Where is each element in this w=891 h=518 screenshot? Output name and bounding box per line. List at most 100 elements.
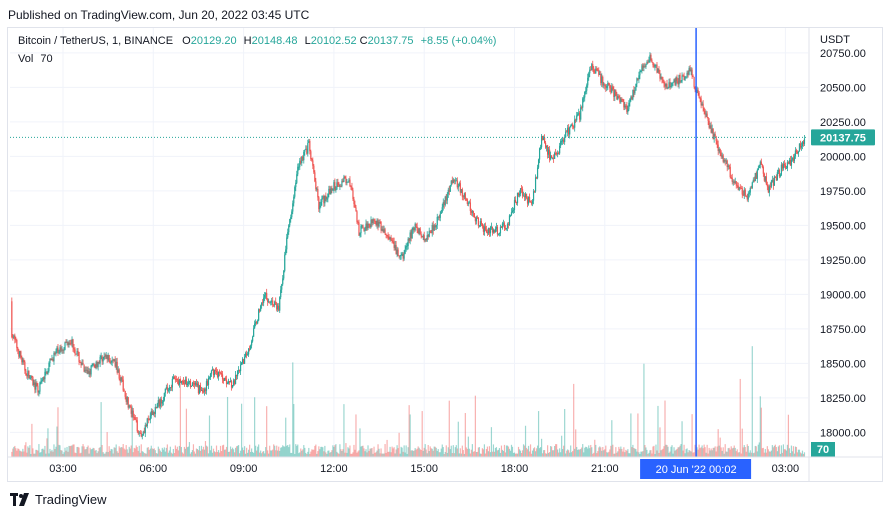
volume-bar — [198, 445, 201, 457]
y-tick-label: 18500.00 — [820, 358, 866, 370]
candle-body — [738, 187, 740, 190]
volume-bar — [739, 378, 741, 457]
candle-body — [340, 186, 342, 188]
volume-bar — [252, 451, 254, 457]
candle-body — [99, 356, 101, 364]
candle-body — [692, 76, 694, 77]
volume-bar — [40, 452, 42, 457]
candle-body — [566, 131, 568, 133]
candle-body — [775, 177, 777, 181]
volume-bar — [167, 452, 169, 457]
candle-body — [303, 151, 305, 161]
volume-bar — [238, 453, 241, 457]
tradingview-logo-icon[interactable] — [10, 493, 30, 506]
volume-bar — [54, 449, 56, 457]
volume-bar — [669, 451, 671, 457]
volume-bar — [490, 427, 493, 457]
candle-body — [24, 361, 26, 371]
volume-bar — [132, 452, 134, 457]
volume-bar — [105, 451, 107, 457]
volume-bar — [486, 446, 489, 457]
candle-body — [280, 289, 282, 298]
candle-body — [171, 378, 173, 388]
candle-body — [336, 182, 338, 190]
volume-bar — [393, 447, 395, 457]
candle-body — [440, 211, 442, 214]
volume-bar — [489, 452, 492, 457]
volume-bar — [21, 451, 23, 457]
volume-bar — [559, 448, 561, 457]
candle-body — [134, 417, 136, 420]
candle-body — [47, 370, 49, 375]
volume-bar — [280, 447, 282, 457]
volume-bar — [658, 452, 660, 457]
volume-bar — [130, 445, 132, 457]
chart-frame[interactable] — [7, 27, 883, 482]
volume-bar — [735, 451, 737, 457]
candle-body — [382, 228, 384, 232]
volume-bar — [302, 449, 304, 457]
candle-body — [483, 226, 485, 232]
candle-body — [628, 102, 630, 110]
candle-body — [314, 172, 316, 182]
candle-body — [161, 401, 163, 404]
candle-body — [341, 180, 343, 187]
volume-bar — [172, 448, 174, 457]
candle-body — [290, 217, 292, 220]
volume-bar — [656, 450, 658, 457]
volume-bar — [218, 452, 221, 457]
candle-body — [697, 89, 699, 93]
volume-bar — [585, 446, 587, 457]
volume-bar — [164, 451, 166, 457]
candle-body — [444, 196, 446, 205]
candle-body — [11, 301, 13, 338]
candle-body — [448, 189, 450, 192]
candle-body — [455, 180, 457, 182]
volume-bar — [215, 445, 218, 457]
volume-bar — [19, 450, 21, 457]
candle-body — [541, 135, 544, 141]
footer-brand[interactable]: TradingView — [35, 492, 107, 507]
volume-bar — [18, 448, 20, 457]
candle-body — [549, 149, 551, 160]
volume-bar — [236, 445, 239, 457]
volume-bar — [372, 453, 374, 457]
volume-bar — [644, 445, 646, 457]
candle-body — [598, 71, 600, 75]
candle-body — [563, 139, 565, 142]
currency-label[interactable]: USDT — [820, 34, 850, 46]
candle-body — [73, 347, 75, 350]
volume-bar — [655, 444, 657, 457]
volume-bar — [44, 445, 46, 457]
volume-bar — [345, 443, 347, 457]
candle-body — [445, 196, 447, 201]
volume-bar — [627, 449, 629, 457]
volume-bar — [520, 452, 523, 457]
volume-bar — [638, 452, 640, 457]
candle-body — [802, 141, 805, 144]
volume-bar — [460, 453, 462, 457]
volume-bar — [217, 450, 220, 457]
candle-body — [723, 159, 725, 162]
candle-body — [409, 232, 411, 241]
candle-body — [580, 107, 582, 120]
candle-body — [782, 163, 784, 169]
volume-bar — [241, 447, 244, 457]
candle-body — [58, 352, 60, 354]
candle-body — [260, 305, 262, 311]
candle-body — [212, 369, 215, 376]
volume-bar — [200, 445, 203, 457]
candle-body — [353, 199, 355, 205]
candle-body — [125, 396, 127, 402]
candle-body — [31, 375, 33, 378]
volume-bar — [413, 450, 415, 457]
candle-body — [219, 372, 222, 374]
candle-body — [312, 160, 314, 166]
candle-body — [113, 359, 115, 361]
candle-body — [710, 125, 712, 133]
candle-body — [293, 196, 295, 204]
candle-body — [131, 410, 133, 414]
volume-bar — [684, 453, 686, 457]
candle-body — [370, 219, 372, 227]
